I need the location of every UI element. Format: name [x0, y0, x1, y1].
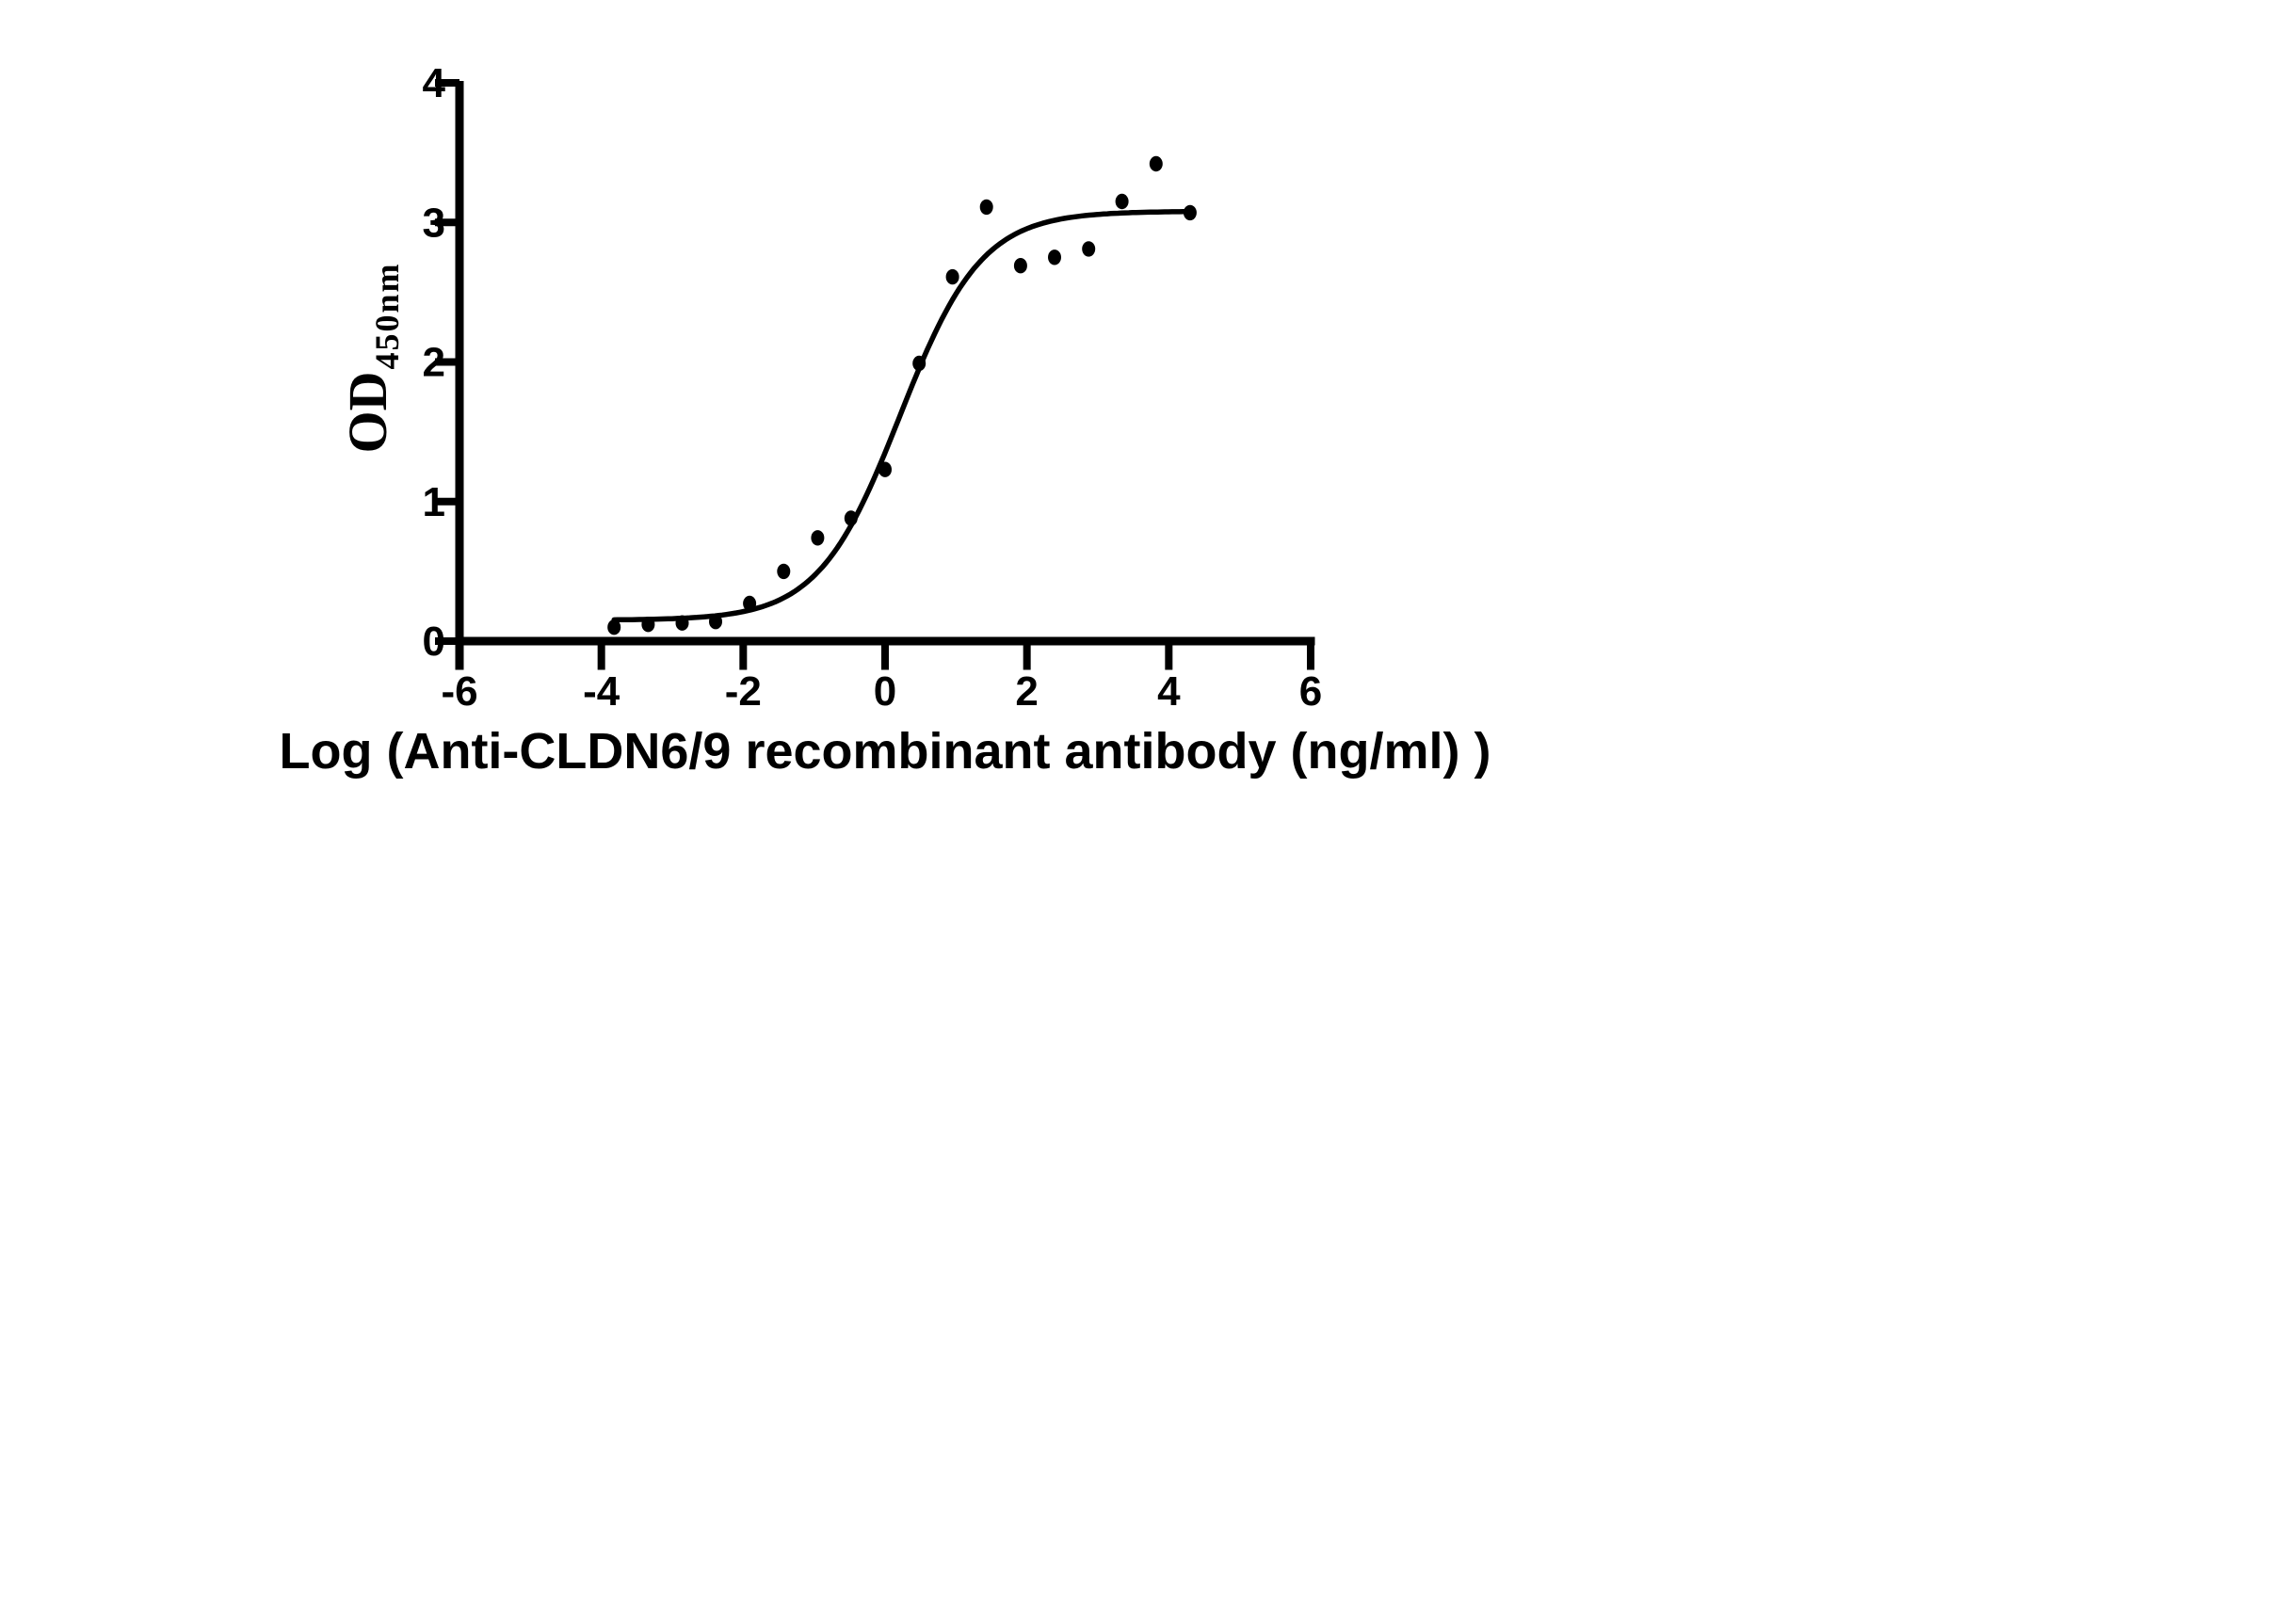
y-axis-title: OD450nm: [337, 262, 406, 453]
y-tick-label: 1: [423, 479, 445, 525]
data-point: [709, 614, 722, 630]
x-tick-label: 4: [1157, 668, 1181, 715]
x-tick-label: -2: [725, 668, 762, 715]
x-tick-label: 2: [1015, 668, 1038, 715]
data-point: [743, 595, 757, 612]
data-point: [1082, 241, 1096, 257]
y-tick-label: 3: [423, 200, 445, 246]
data-point: [912, 355, 927, 372]
data-point: [1048, 249, 1061, 265]
data-point: [675, 615, 689, 631]
data-point: [979, 199, 993, 216]
data-point: [844, 510, 858, 526]
y-tick-label: 2: [423, 340, 445, 386]
data-point: [641, 617, 655, 633]
fit-curve: [611, 208, 1193, 623]
x-tick-label: 6: [1299, 668, 1322, 715]
y-tick-label: 4: [423, 60, 446, 106]
data-point: [878, 461, 892, 477]
data-point: [607, 619, 621, 635]
x-tick-label: -6: [441, 668, 477, 715]
data-point: [1149, 155, 1163, 172]
data-point: [1013, 258, 1027, 274]
x-tick-label: 0: [874, 668, 896, 715]
data-point: [1183, 204, 1197, 221]
data-point: [777, 563, 791, 580]
x-axis-title: Log (Anti-CLDN6/9 recombinant antibody (…: [280, 723, 1491, 780]
data-point: [1115, 193, 1129, 210]
data-point: [811, 530, 825, 546]
x-tick-label: -4: [583, 668, 620, 715]
y-tick-label: 0: [423, 619, 445, 665]
data-point: [945, 268, 959, 285]
